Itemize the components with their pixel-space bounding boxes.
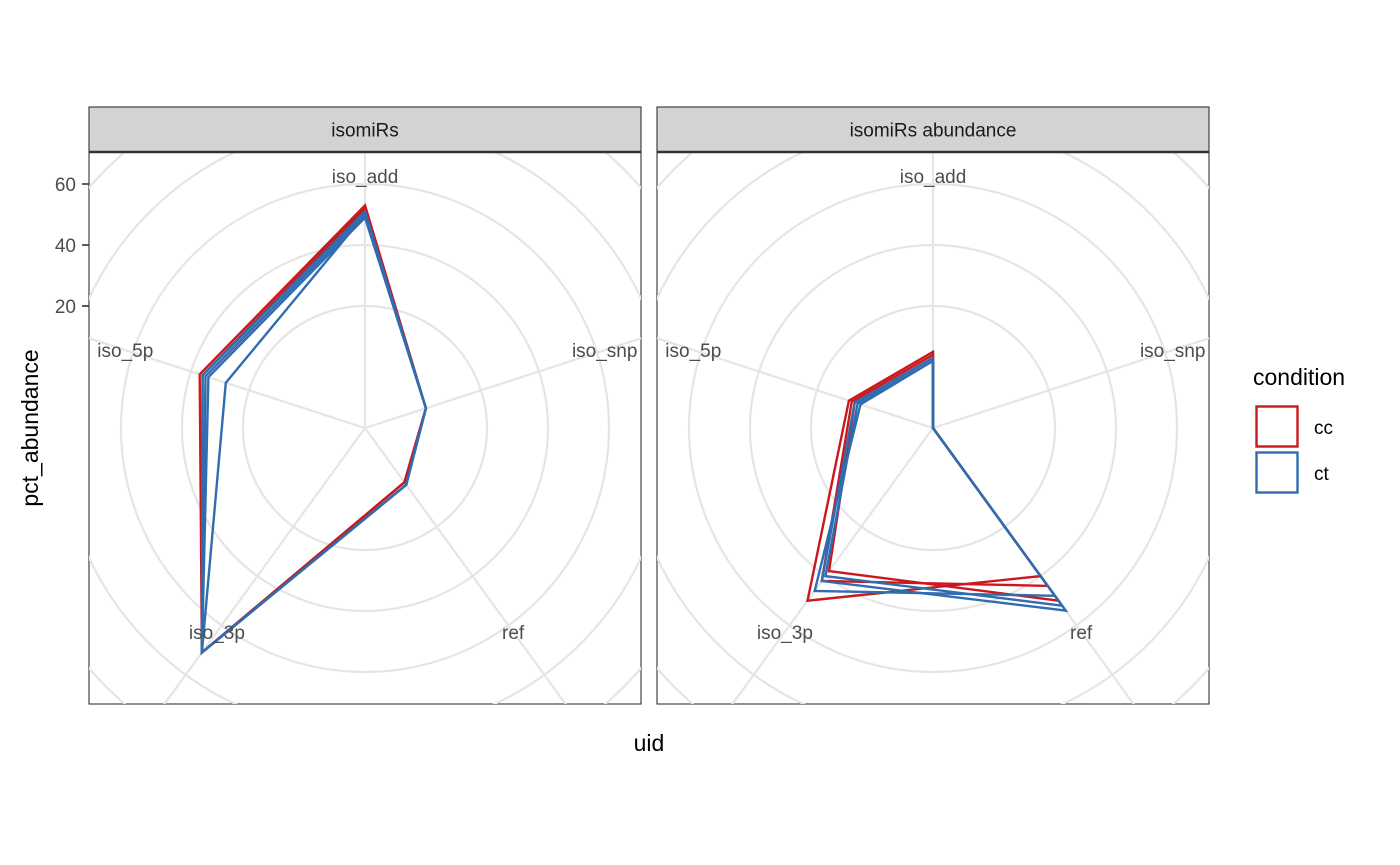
- grid-spoke: [657, 337, 934, 430]
- spoke-label-iso_snp: iso_snp: [1140, 341, 1206, 362]
- legend-label-cc: cc: [1314, 418, 1333, 439]
- series-ct-line: [813, 358, 1058, 598]
- series-ct-line: [200, 212, 428, 656]
- facet-strip: [88, 106, 642, 153]
- spoke-label-iso_3p: iso_3p: [757, 623, 813, 644]
- spoke-label-iso_3p: iso_3p: [189, 623, 245, 644]
- spoke-label-iso_add: iso_add: [332, 167, 399, 188]
- y-axis: 20 40 60: [55, 175, 89, 318]
- y-tick-label: 40: [55, 236, 76, 257]
- legend-key-ct: [1255, 451, 1299, 494]
- spoke-label-iso_5p: iso_5p: [97, 341, 153, 362]
- facet-strip: [656, 106, 1210, 153]
- panels: iso_addiso_snprefiso_3piso_5pisomiRsiso_…: [88, 106, 1210, 705]
- grid-spoke: [163, 427, 366, 704]
- legend-label-ct: ct: [1314, 464, 1330, 485]
- spoke-label-ref: ref: [1070, 623, 1093, 644]
- spoke-label-ref: ref: [502, 623, 525, 644]
- facet-strip-label: isomiRs: [331, 121, 399, 142]
- spoke-label-iso_5p: iso_5p: [665, 341, 721, 362]
- y-tick-label: 20: [55, 297, 76, 318]
- spoke-label-iso_add: iso_add: [900, 167, 967, 188]
- grid-spoke: [932, 337, 1209, 430]
- grid-spoke: [89, 337, 366, 430]
- y-axis-title: pct_abundance: [17, 349, 43, 506]
- grid-spoke: [364, 337, 641, 430]
- y-tick-label: 60: [55, 175, 76, 196]
- x-axis-title: uid: [634, 730, 665, 756]
- legend-title: condition: [1253, 364, 1345, 390]
- legend: condition cc ct: [1253, 364, 1345, 494]
- facet-strip-label: isomiRs abundance: [850, 121, 1017, 142]
- legend-key-cc: [1255, 405, 1299, 448]
- spoke-label-iso_snp: iso_snp: [572, 341, 638, 362]
